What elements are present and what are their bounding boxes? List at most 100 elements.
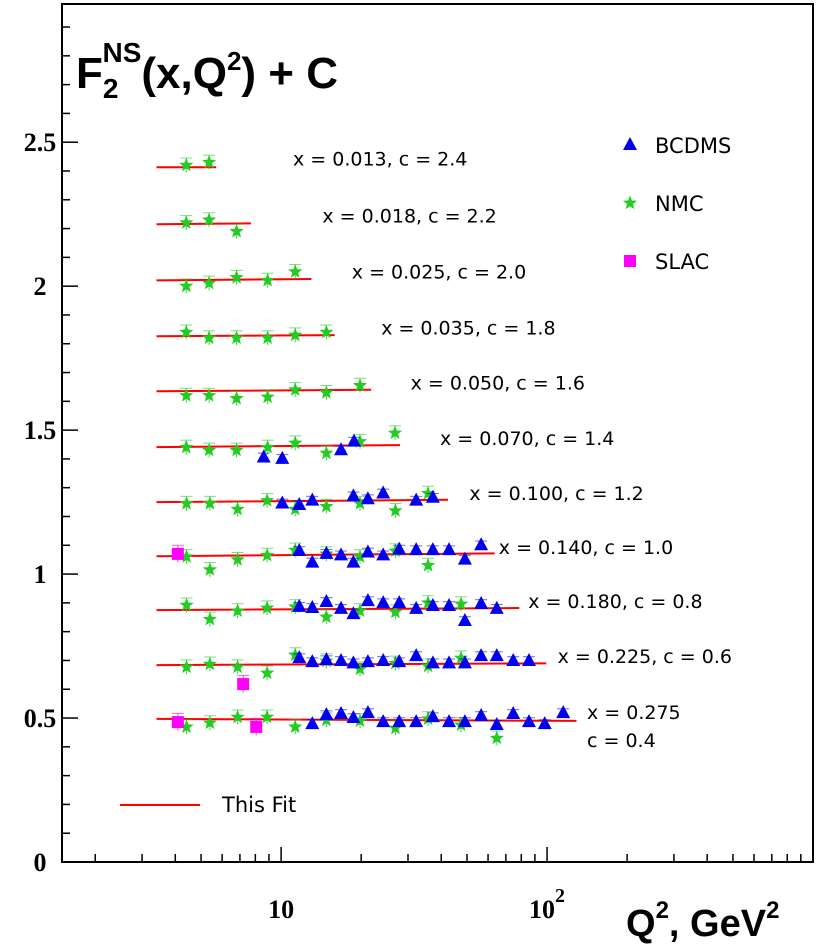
point-bcdms xyxy=(392,654,407,668)
y-tick-label: 0 xyxy=(34,848,47,877)
point-bcdms xyxy=(425,489,440,503)
point-nmc xyxy=(421,557,436,572)
x-tick-label: 10 xyxy=(268,895,294,924)
plot-frame xyxy=(61,3,814,863)
point-bcdms xyxy=(409,714,424,728)
bin-labels: x = 0.013, c = 2.4 x = 0.018, c = 2.2 x = … xyxy=(293,148,732,752)
point-bcdms xyxy=(292,650,307,664)
point-bcdms xyxy=(425,598,440,612)
point-bcdms xyxy=(392,595,407,609)
point-nmc xyxy=(387,425,403,440)
point-bcdms xyxy=(360,491,375,505)
point-bcdms xyxy=(346,488,361,502)
point-nmc xyxy=(352,713,368,727)
chart-title: F2NS(x,Q2) + C xyxy=(76,37,338,104)
point-bcdms xyxy=(334,600,349,614)
point-bcdms xyxy=(360,705,375,719)
point-nmc xyxy=(229,390,244,405)
point-bcdms xyxy=(425,709,440,723)
point-bcdms xyxy=(489,648,504,662)
y-tick-label: 1.5 xyxy=(24,416,57,445)
point-nmc xyxy=(352,661,368,676)
point-bcdms xyxy=(346,554,361,568)
point-nmc xyxy=(202,154,217,169)
point-nmc xyxy=(352,549,368,563)
point-nmc xyxy=(352,378,368,392)
y-tick-label: 0.5 xyxy=(24,704,57,733)
point-bcdms xyxy=(425,542,440,556)
point-nmc xyxy=(179,278,194,293)
point-nmc xyxy=(202,562,218,576)
point-bcdms xyxy=(376,547,391,561)
point-bcdms xyxy=(474,648,489,662)
bin-label: x = 0.025, c = 2.0 xyxy=(352,261,526,283)
point-nmc xyxy=(202,656,218,671)
point-nmc xyxy=(179,549,194,563)
point-nmc xyxy=(179,157,194,172)
x-tick-label: 102 xyxy=(529,885,565,924)
point-nmc xyxy=(388,503,403,517)
point-nmc xyxy=(230,603,245,617)
point-bcdms xyxy=(275,495,290,509)
point-nmc xyxy=(229,270,244,284)
x-axis-title: Q2, GeV2 xyxy=(626,897,779,945)
point-nmc xyxy=(260,272,275,287)
point-nmc xyxy=(288,264,303,278)
point-nmc xyxy=(319,445,334,460)
point-bcdms xyxy=(409,542,424,556)
legend-marker-slac xyxy=(624,255,636,267)
point-bcdms xyxy=(457,551,472,565)
bin-label: c = 0.4 xyxy=(587,730,656,752)
point-slac xyxy=(171,547,184,560)
bin-label: x = 0.035, c = 1.8 xyxy=(381,317,555,339)
point-nmc xyxy=(179,597,194,612)
point-nmc xyxy=(352,434,368,448)
point-bcdms xyxy=(346,710,361,724)
point-bcdms xyxy=(474,708,489,722)
data-points xyxy=(171,154,571,746)
point-bcdms xyxy=(537,716,552,730)
point-nmc xyxy=(288,327,303,342)
point-nmc xyxy=(260,330,275,345)
point-bcdms xyxy=(376,595,391,609)
point-nmc xyxy=(388,604,403,619)
point-bcdms xyxy=(305,716,320,730)
axes: 10 102 0 0.5 1 1.5 2 2.5 xyxy=(24,3,814,924)
point-bcdms xyxy=(334,706,349,720)
point-nmc xyxy=(202,275,217,290)
point-bcdms xyxy=(376,485,391,499)
point-nmc xyxy=(453,650,469,665)
point-bcdms xyxy=(474,596,489,610)
point-nmc xyxy=(319,498,334,513)
point-slac xyxy=(171,716,184,729)
point-bcdms xyxy=(457,714,472,728)
point-nmc xyxy=(489,730,504,745)
point-bcdms xyxy=(346,606,361,620)
point-bcdms xyxy=(376,714,391,728)
legend-label-nmc: NMC xyxy=(655,192,704,216)
point-bcdms xyxy=(305,554,320,568)
point-bcdms xyxy=(556,705,571,719)
point-bcdms xyxy=(319,594,334,608)
y-tick-label: 2 xyxy=(34,272,47,301)
point-nmc xyxy=(202,715,218,729)
bin-label: x = 0.225, c = 0.6 xyxy=(558,646,732,668)
point-nmc xyxy=(260,439,275,454)
point-bcdms xyxy=(319,652,334,666)
point-nmc xyxy=(288,719,303,733)
point-nmc xyxy=(230,659,245,674)
point-bcdms xyxy=(292,543,307,557)
point-nmc xyxy=(179,388,194,402)
bin-label: x = 0.050, c = 1.6 xyxy=(411,372,585,394)
point-nmc xyxy=(179,439,194,454)
y-tick-label: 2.5 xyxy=(24,128,57,157)
point-nmc xyxy=(202,442,217,457)
bin-label: x = 0.140, c = 1.0 xyxy=(499,537,673,559)
bin-label: x = 0.018, c = 2.2 xyxy=(322,205,496,227)
point-nmc xyxy=(230,552,245,566)
point-nmc xyxy=(179,719,194,733)
point-bcdms xyxy=(442,714,457,728)
point-bcdms xyxy=(346,655,361,669)
fit-line xyxy=(156,717,577,722)
